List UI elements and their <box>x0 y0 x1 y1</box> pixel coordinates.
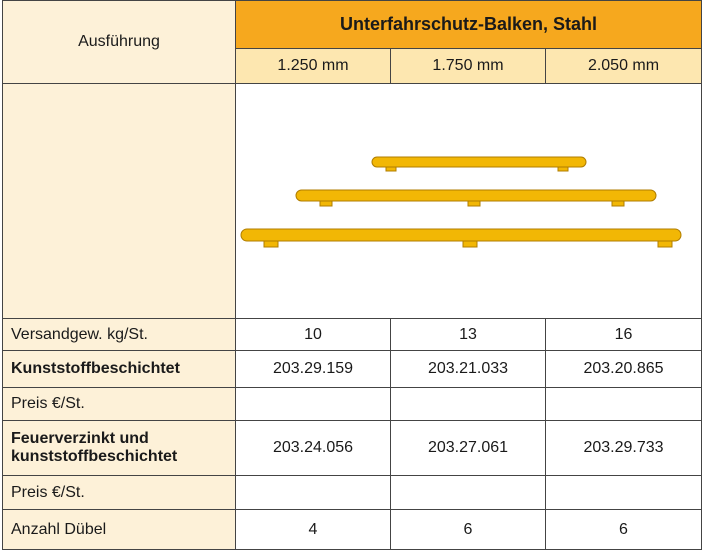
header-label: Ausführung <box>3 1 236 84</box>
cell <box>391 476 546 510</box>
cell: 203.21.033 <box>391 351 546 388</box>
cell <box>236 388 391 421</box>
cell: 203.29.733 <box>546 421 702 476</box>
row-label: Kunststoffbeschichtet <box>3 351 236 388</box>
row-label: Preis €/St. <box>3 476 236 510</box>
cell: 10 <box>236 319 391 351</box>
column-header: 2.050 mm <box>546 49 702 84</box>
table-row: Preis €/St. <box>3 388 702 421</box>
image-label-cell <box>3 84 236 319</box>
column-header: 1.750 mm <box>391 49 546 84</box>
row-label: Feuerverzinkt und kunststoffbeschichtet <box>3 421 236 476</box>
table-row: Preis €/St. <box>3 476 702 510</box>
cell <box>546 476 702 510</box>
image-cell <box>236 84 702 319</box>
row-label: Preis €/St. <box>3 388 236 421</box>
column-header: 1.250 mm <box>236 49 391 84</box>
page: Ausführung Unterfahrschutz-Balken, Stahl… <box>0 0 707 549</box>
product-image <box>236 85 701 318</box>
cell <box>236 476 391 510</box>
cell: 16 <box>546 319 702 351</box>
row-label: Versandgew. kg/St. <box>3 319 236 351</box>
cell: 13 <box>391 319 546 351</box>
product-table: Ausführung Unterfahrschutz-Balken, Stahl… <box>2 0 702 550</box>
cell <box>391 388 546 421</box>
cell: 4 <box>236 510 391 550</box>
cell: 6 <box>391 510 546 550</box>
cell: 6 <box>546 510 702 550</box>
cell: 203.20.865 <box>546 351 702 388</box>
cell: 203.27.061 <box>391 421 546 476</box>
header-group: Unterfahrschutz-Balken, Stahl <box>236 1 702 49</box>
row-label: Anzahl Dübel <box>3 510 236 550</box>
cell: 203.29.159 <box>236 351 391 388</box>
cell <box>546 388 702 421</box>
cell: 203.24.056 <box>236 421 391 476</box>
